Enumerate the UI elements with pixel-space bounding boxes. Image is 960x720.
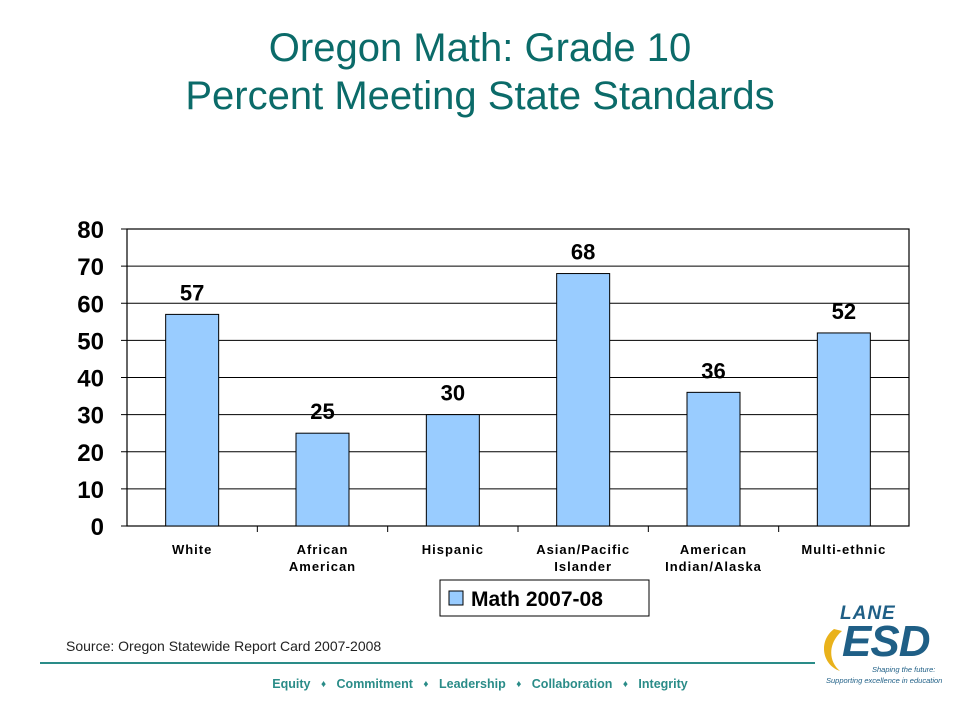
x-tick-label: African [297,542,349,557]
data-label: 52 [832,299,856,324]
diamond-separator-icon: ♦ [423,679,429,690]
logo-lane-text: LANE [840,603,896,624]
x-tick-label: American [680,542,747,557]
footer-item-leadership: Leadership [439,677,506,691]
footer-item-integrity: Integrity [638,677,688,691]
y-tick-label: 70 [77,254,104,281]
bar [556,273,611,527]
lane-esd-logo: LANE ESD Shaping the future: Supporting … [820,603,942,695]
logo-esd-text: ESD [842,617,930,666]
y-tick-label: 50 [77,328,104,355]
x-tick-label: American [289,559,356,574]
y-tick-label: 30 [77,403,104,430]
data-label: 57 [180,280,204,305]
x-tick-label: White [172,542,212,557]
title-line-1: Oregon Math: Grade 10 [268,26,692,70]
x-axis-labels: White African American Hispanic Asian/Pacifi… [172,542,886,574]
footer-item-collaboration: Collaboration [531,677,613,691]
y-tick-label: 80 [77,217,104,244]
bar [295,432,350,527]
diamond-separator-icon: ♦ [320,679,327,690]
footer-values: Equity ♦ Commitment ♦ Leadership ♦ Colla… [0,677,960,691]
y-tick-label: 40 [77,366,104,393]
source-note: Source: Oregon Statewide Report Card 200… [66,638,382,654]
legend-label: Math 2007-08 [471,588,603,611]
slide-title: Oregon Math: Grade 10 Percent Meeting St… [0,24,960,120]
bar [816,332,871,527]
footer-item-commitment: Commitment [336,677,413,691]
title-line-2: Percent Meeting State Standards [185,74,775,118]
logo-tagline-1: Shaping the future: [872,665,936,674]
y-tick-label: 0 [91,514,104,541]
swoosh-icon [823,629,842,671]
data-label: 25 [310,399,334,424]
gridlines [127,265,909,490]
y-tick-label: 60 [77,291,104,318]
legend-swatch [448,590,464,606]
legend: Math 2007-08 [439,579,650,617]
bars: 57 25 30 68 36 52 [165,240,871,527]
x-tick-label: Islander [554,559,612,574]
y-axis: 0 10 20 30 40 50 60 70 80 [77,217,780,541]
x-tick-label: Asian/Pacific [536,542,630,557]
divider-line [40,662,815,664]
data-label: 36 [701,358,725,383]
legend-box [439,579,650,617]
bar [165,313,220,527]
data-label: 68 [571,240,595,265]
diamond-separator-icon: ♦ [622,679,628,690]
bar [686,391,741,527]
x-tick-label: Multi-ethnic [801,542,886,557]
bar [425,414,480,527]
x-tick-label: Indian/Alaska [665,559,762,574]
x-tick-label: Hispanic [422,542,484,557]
y-tick-label: 20 [77,440,104,467]
footer-item-equity: Equity [272,677,311,691]
y-tick-label: 10 [77,477,104,504]
diamond-separator-icon: ♦ [516,679,522,690]
logo-tagline-2: Supporting excellence in education [826,676,943,685]
data-label: 30 [441,381,465,406]
